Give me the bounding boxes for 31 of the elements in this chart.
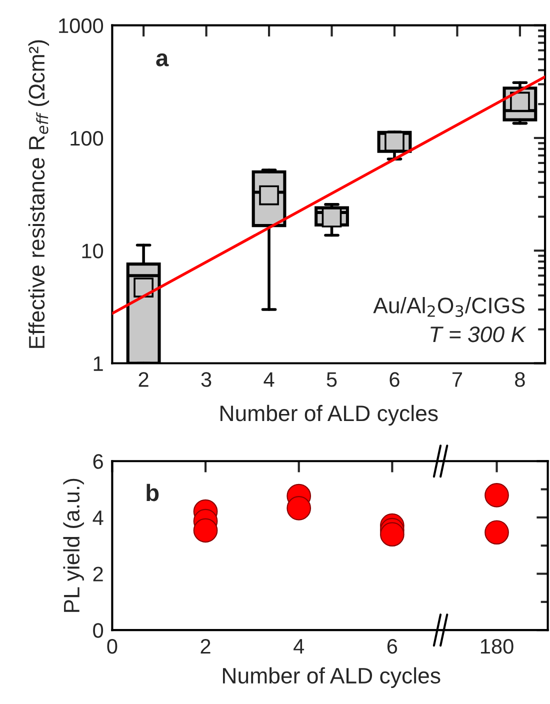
y-tick-label: 6 xyxy=(93,454,103,469)
annotation: a xyxy=(156,53,169,66)
x-tick-label: 6 xyxy=(390,372,400,387)
x-tick-label: 4 xyxy=(294,639,304,654)
x-tick-label: 0 xyxy=(107,638,118,654)
y-tick-label: 4 xyxy=(92,510,104,525)
x-tick-label: 7 xyxy=(452,372,462,387)
x-tick-label: 6 xyxy=(387,638,398,654)
annotation: T = 300 K xyxy=(430,326,526,342)
y-axis-title: Effective resistance R$_{eff}$ (Ωcm²) xyxy=(28,40,50,348)
y-tick-label: 10 xyxy=(82,244,104,258)
x-tick-label: 3 xyxy=(201,372,212,387)
y-tick-label: 100 xyxy=(70,130,104,146)
x-tick-label: 5 xyxy=(326,372,337,387)
annotation: b xyxy=(146,484,159,502)
x-tick-label: 2 xyxy=(200,638,210,654)
x-axis-title: Number of ALD cycles xyxy=(220,404,438,426)
y-tick-label: 0 xyxy=(93,623,104,638)
point xyxy=(380,522,404,547)
x-tick-label: 180 xyxy=(480,638,514,654)
point xyxy=(286,496,312,520)
x-tick-label: 8 xyxy=(515,372,525,387)
annotation: Au/Al$_{2}$O$_{3}$/CIGS xyxy=(373,297,524,318)
x-axis-title: Number of ALD cycles xyxy=(223,667,440,688)
y-tick-label: 1 xyxy=(94,356,103,371)
y-axis-title: PL yield (a.u.) xyxy=(63,478,84,612)
y-tick-label: 2 xyxy=(93,566,103,582)
x-tick-label: 4 xyxy=(264,372,274,387)
point xyxy=(193,518,218,543)
y-tick-label: 1000 xyxy=(59,18,104,34)
x-tick-label: 2 xyxy=(138,372,148,387)
